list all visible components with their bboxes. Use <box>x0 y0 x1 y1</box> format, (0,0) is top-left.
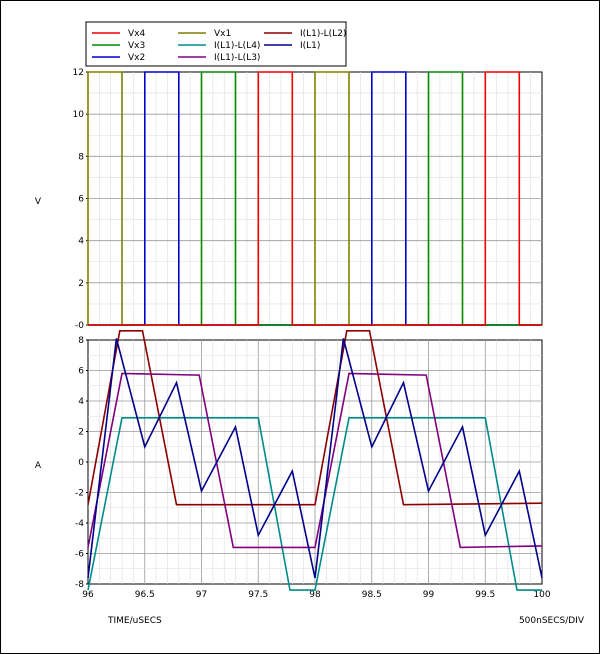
x-axis-label: TIME/uSECS <box>107 616 162 626</box>
x-tick-label: 100 <box>533 590 550 600</box>
bottom-ylabel: A <box>35 461 42 471</box>
legend-label: Vx3 <box>128 41 145 51</box>
y-tick-label: 4 <box>78 237 84 247</box>
y-tick-label: 12 <box>73 68 84 78</box>
y-tick-label: -6 <box>75 550 84 560</box>
y-tick-label: 2 <box>78 428 84 438</box>
y-tick-label: -4 <box>75 519 84 529</box>
x-tick-label: 97 <box>196 590 207 600</box>
x-tick-label: 99.5 <box>475 590 495 600</box>
x-tick-label: 98.5 <box>362 590 382 600</box>
series-line-i-l1-l-l3- <box>87 372 543 549</box>
y-tick-label: 8 <box>78 336 84 346</box>
legend-label: Vx1 <box>214 29 231 39</box>
y-tick-label: 10 <box>73 110 85 120</box>
x-tick-label: 98 <box>309 590 321 600</box>
legend-label: I(L1)-L(L3) <box>214 53 260 63</box>
y-tick-label: -8 <box>75 580 84 590</box>
series-line-i-l1- <box>87 338 543 579</box>
y-tick-label: 6 <box>78 195 84 205</box>
legend-label: I(L1)-L(L4) <box>214 41 260 51</box>
y-tick-label: 8 <box>78 152 84 162</box>
y-tick-label: 2 <box>78 279 84 289</box>
legend-label: I(L1) <box>300 41 320 51</box>
x-scale-note: 500nSECS/DIV <box>519 616 585 626</box>
legend-label: Vx4 <box>128 29 145 39</box>
y-tick-label: -0 <box>75 321 84 331</box>
y-tick-label: 4 <box>78 397 84 407</box>
legend: Vx4 Vx1 I(L1)-L(L2) Vx3 I(L1)-L(L4) I(L1) Vx2 I… <box>85 21 347 67</box>
top-ylabel: V <box>35 197 42 207</box>
legend-label: Vx2 <box>128 53 145 63</box>
x-tick-label: 96 <box>82 590 94 600</box>
x-tick-label: 97.5 <box>248 590 268 600</box>
y-tick-label: 0 <box>78 458 84 468</box>
series-line-i-l1-l-l4- <box>87 417 542 591</box>
series-line-vx4 <box>88 71 542 326</box>
voltage-panel: -0 2 4 6 8 10 12 V <box>35 68 543 331</box>
y-tick-label: 6 <box>78 367 84 377</box>
x-tick-label: 99 <box>423 590 435 600</box>
legend-label: I(L1)-L(L2) <box>300 29 346 39</box>
current-panel: -8 -6 -4 -2 0 2 4 6 8 96 96.5 97 97.5 98 98.5 99 99.5 10… <box>35 330 585 626</box>
x-tick-label: 96.5 <box>135 590 155 600</box>
y-tick-label: -2 <box>75 489 84 499</box>
